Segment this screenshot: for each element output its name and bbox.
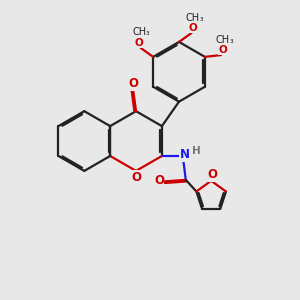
Text: O: O (135, 38, 143, 47)
Text: CH: CH (215, 34, 230, 45)
Text: CH: CH (132, 27, 146, 38)
Text: ₃: ₃ (146, 28, 150, 38)
Text: ₃: ₃ (200, 14, 203, 22)
Text: O: O (189, 22, 197, 33)
Text: O: O (218, 45, 227, 55)
Text: N: N (180, 148, 190, 161)
Text: O: O (208, 168, 218, 181)
Text: O: O (128, 77, 138, 90)
Text: ₃: ₃ (230, 36, 233, 45)
Text: CH: CH (186, 13, 200, 22)
Text: H: H (192, 146, 201, 156)
Text: O: O (131, 171, 141, 184)
Text: O: O (154, 174, 164, 187)
